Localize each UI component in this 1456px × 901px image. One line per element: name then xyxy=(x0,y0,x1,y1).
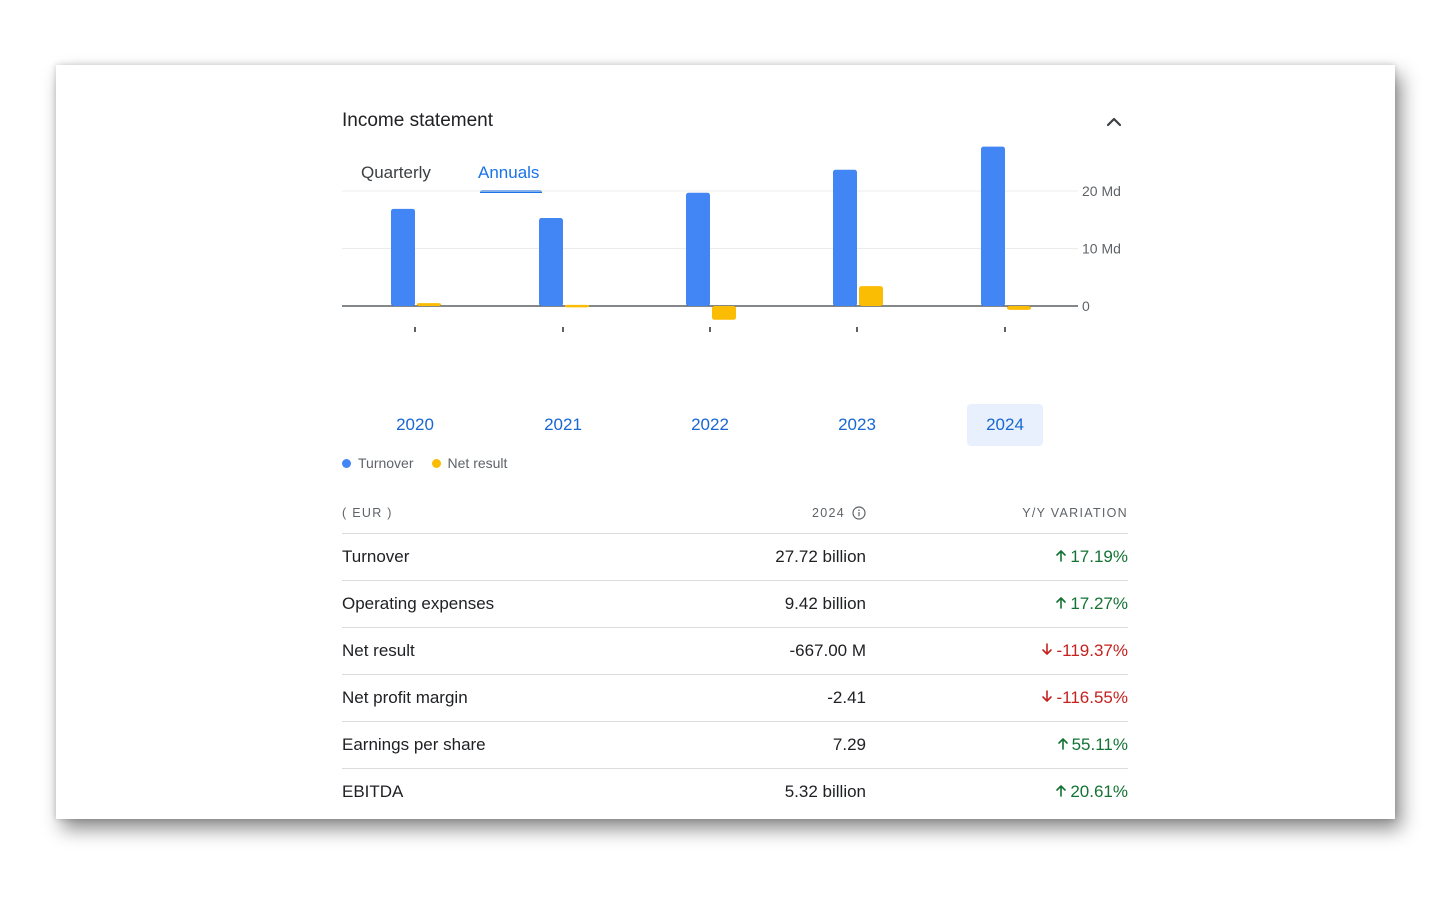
table-row: Earnings per share 7.29 55.11% xyxy=(342,721,1128,768)
row-variation: 55.11% xyxy=(1057,735,1128,755)
table-row: EBITDA 5.32 billion 20.61% xyxy=(342,768,1128,815)
row-value: 7.29 xyxy=(832,735,866,754)
variation-value: 17.27% xyxy=(1070,594,1128,613)
section-title: Income statement xyxy=(342,110,494,131)
arrow-up-icon xyxy=(1055,549,1067,566)
currency-label: ( EUR ) xyxy=(342,506,393,520)
row-label: Operating expenses xyxy=(342,594,495,613)
net-result-bar-2022[interactable] xyxy=(712,306,736,320)
arrow-up-icon xyxy=(1057,737,1069,754)
row-value: -667.00 M xyxy=(789,641,866,660)
variation-value: 20.61% xyxy=(1070,782,1128,801)
variation-value: -119.37% xyxy=(1056,641,1128,660)
row-variation: -119.37% xyxy=(1041,641,1128,661)
variation-value: 17.19% xyxy=(1070,547,1128,566)
year-column-header: 2024 xyxy=(812,506,866,520)
row-variation: -116.55% xyxy=(1041,688,1128,708)
net-result-bar-2021[interactable] xyxy=(565,304,589,308)
net-result-legend-dot xyxy=(431,458,441,468)
turnover-legend-dot xyxy=(342,458,351,468)
net-result-bar-2020[interactable] xyxy=(417,303,441,306)
variation-value: -116.55% xyxy=(1056,688,1128,707)
income-table: Turnover 27.72 billion 17.19% Operating exp… xyxy=(342,533,1128,815)
variation-value: 55.11% xyxy=(1071,735,1128,754)
arrow-down-icon xyxy=(1041,642,1053,660)
turnover-bar-2024[interactable] xyxy=(981,146,1005,306)
row-value: 5.32 billion xyxy=(784,782,866,801)
income-statement-card: Income statement Quarterly Annuals 20 Md… xyxy=(56,65,1395,819)
arrow-down-icon xyxy=(1041,689,1053,707)
year-button-2024[interactable]: 2024 xyxy=(967,404,1043,446)
table-row: Net profit margin -2.41 -116.55% xyxy=(342,674,1128,721)
year-button-2022[interactable]: 2022 xyxy=(691,415,729,434)
table-row: Turnover 27.72 billion 17.19% xyxy=(342,533,1128,580)
row-variation: 17.19% xyxy=(1055,547,1128,567)
legend-label-net-result: Net result xyxy=(447,455,508,471)
table-row: Net result -667.00 M -119.37% xyxy=(342,627,1128,674)
table-header: ( EUR ) 2024 Y/Y VARIATION xyxy=(342,501,1128,533)
income-bar-chart: 20 Md 10 Md 0 xyxy=(342,146,1121,332)
row-label: Earnings per share xyxy=(342,735,486,754)
row-label: Turnover xyxy=(342,547,410,566)
turnover-bar-2023[interactable] xyxy=(833,169,857,306)
turnover-bar-2021[interactable] xyxy=(539,218,563,306)
row-label: Net result xyxy=(342,641,415,660)
net-result-bar-2024[interactable] xyxy=(1007,306,1031,310)
year-button-2021[interactable]: 2021 xyxy=(544,415,582,434)
row-value: 9.42 billion xyxy=(784,594,866,613)
turnover-bar-2022[interactable] xyxy=(686,192,710,306)
tab-annuals[interactable]: Annuals xyxy=(478,163,540,182)
row-label: EBITDA xyxy=(342,782,404,801)
y-tick-label: 20 Md xyxy=(1082,183,1121,199)
year-column-label: 2024 xyxy=(811,506,845,520)
chart-legend: Turnover Net result xyxy=(342,455,525,471)
year-button-2020[interactable]: 2020 xyxy=(396,415,434,434)
row-value: -2.41 xyxy=(827,688,866,707)
row-label: Net profit margin xyxy=(342,688,468,707)
legend-item-turnover: Turnover xyxy=(342,455,414,471)
net-result-bar-2023[interactable] xyxy=(859,286,883,306)
legend-label-turnover: Turnover xyxy=(358,455,414,471)
arrow-up-icon xyxy=(1055,596,1067,613)
y-tick-label: 10 Md xyxy=(1082,241,1121,257)
arrow-up-icon xyxy=(1055,784,1067,801)
year-button-2023[interactable]: 2023 xyxy=(838,415,876,434)
turnover-bar-2020[interactable] xyxy=(391,208,415,306)
variation-column-header: Y/Y VARIATION xyxy=(1022,506,1128,520)
chevron-up-icon xyxy=(1106,114,1122,132)
row-variation: 20.61% xyxy=(1055,782,1128,802)
legend-item-net-result: Net result xyxy=(431,455,508,471)
row-value: 27.72 billion xyxy=(775,547,866,566)
table-row: Operating expenses 9.42 billion 17.27% xyxy=(342,580,1128,627)
tab-quarterly[interactable]: Quarterly xyxy=(361,163,431,182)
collapse-button[interactable] xyxy=(1100,111,1128,135)
income-statement-section: Income statement Quarterly Annuals 20 Md… xyxy=(342,65,1128,819)
y-tick-label: 0 xyxy=(1082,298,1090,314)
row-variation: 17.27% xyxy=(1055,594,1128,614)
info-icon[interactable] xyxy=(852,506,866,520)
